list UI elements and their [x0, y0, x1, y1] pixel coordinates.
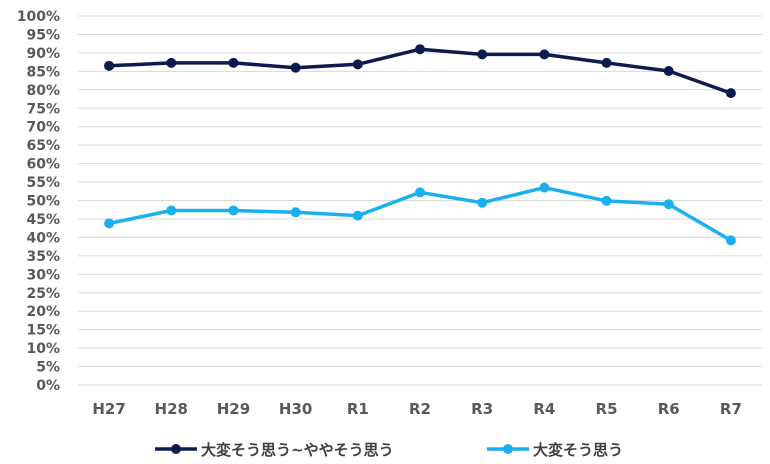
y-tick-label: 60%	[26, 157, 60, 173]
data-point	[539, 49, 550, 60]
data-point	[166, 205, 177, 216]
legend-label-2: 大変そう思う	[533, 441, 623, 459]
y-tick-label: 10%	[26, 341, 60, 357]
data-point	[228, 205, 239, 216]
data-point	[477, 197, 488, 208]
y-tick-label: 100%	[17, 9, 60, 25]
legend-marker-2	[503, 444, 513, 454]
data-point	[663, 199, 674, 210]
y-tick-label: 70%	[26, 120, 60, 136]
y-tick-label: 35%	[26, 249, 60, 265]
data-point	[601, 57, 612, 68]
data-point	[104, 218, 115, 229]
legend-marker-1	[171, 444, 181, 454]
gridlines	[78, 15, 762, 386]
y-tick-label: 45%	[26, 212, 60, 228]
data-point	[477, 49, 488, 60]
legend: 大変そう思う~ややそう思う 大変そう思う	[155, 441, 623, 459]
data-point	[415, 44, 425, 55]
data-point	[539, 182, 550, 193]
x-tick-label: R3	[471, 400, 493, 418]
y-tick-label: 25%	[26, 286, 60, 302]
data-point	[725, 235, 736, 246]
x-tick-label: H29	[217, 400, 250, 418]
data-point	[352, 59, 363, 70]
y-tick-label: 30%	[26, 267, 60, 283]
data-point	[166, 57, 177, 68]
y-tick-label: 40%	[26, 230, 60, 246]
x-tick-label: R2	[409, 400, 431, 418]
y-tick-label: 55%	[26, 175, 60, 191]
x-tick-label: R6	[658, 400, 680, 418]
data-point	[104, 60, 115, 71]
data-point	[228, 57, 239, 68]
y-tick-label: 75%	[26, 101, 60, 117]
y-tick-label: 50%	[26, 194, 60, 210]
y-axis-ticks: 0% 5% 10% 15% 20% 25% 30% 35% 40% 45% 50% 55% 60% 65%…	[17, 9, 60, 394]
data-point	[290, 207, 301, 218]
data-point	[663, 65, 674, 76]
y-tick-label: 15%	[26, 323, 60, 339]
y-tick-label: 20%	[26, 304, 60, 320]
x-tick-label: R7	[720, 400, 742, 418]
x-tick-label: H27	[92, 400, 125, 418]
y-tick-label: 5%	[36, 360, 60, 376]
x-tick-label: R4	[533, 400, 555, 418]
data-point	[415, 187, 425, 198]
x-axis-ticks: H27 H28 H29 H30 R1 R2 R3 R4 R5 R6 R7	[92, 400, 742, 418]
y-tick-label: 80%	[26, 83, 60, 99]
series-lines	[104, 44, 736, 246]
x-tick-label: R1	[347, 400, 369, 418]
data-point	[725, 88, 736, 99]
data-point	[352, 210, 363, 221]
data-point	[290, 62, 301, 73]
legend-label-1: 大変そう思う~ややそう思う	[201, 441, 394, 459]
y-tick-label: 0%	[36, 378, 60, 394]
x-tick-label: R5	[596, 400, 618, 418]
y-tick-label: 85%	[26, 64, 60, 80]
y-tick-label: 65%	[26, 138, 60, 154]
x-tick-label: H30	[279, 400, 312, 418]
y-tick-label: 90%	[26, 46, 60, 62]
x-tick-label: H28	[155, 400, 188, 418]
data-point	[601, 195, 612, 206]
y-tick-label: 95%	[26, 27, 60, 43]
